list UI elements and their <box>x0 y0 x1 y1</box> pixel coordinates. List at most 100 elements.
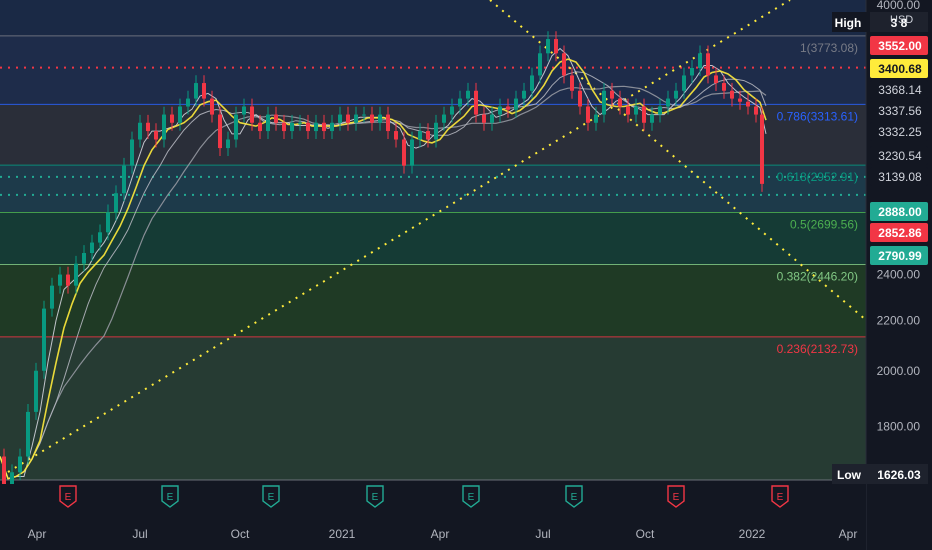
candle-body <box>506 106 510 110</box>
fib-label: 0.786(3313.61) <box>777 109 858 123</box>
candle-body <box>474 90 478 115</box>
x-tick-label: Apr <box>431 527 450 541</box>
candle-body <box>58 274 62 286</box>
y-tick-label: 2000.00 <box>877 364 921 378</box>
price-tag-bg <box>870 36 928 55</box>
price-tag-bg <box>870 122 928 141</box>
earnings-event-icon <box>366 485 384 508</box>
earnings-event-icon <box>771 485 789 508</box>
earnings-event-letter: E <box>372 492 379 503</box>
price-tag-bg <box>870 223 928 242</box>
x-tick-label: Oct <box>231 527 250 541</box>
price-tag: 3400.68 <box>878 62 922 76</box>
earnings-event-letter: E <box>268 492 275 503</box>
low-label-bg <box>832 464 870 484</box>
candle-body <box>274 114 278 123</box>
candle-body <box>82 253 86 264</box>
x-tick-label: Oct <box>636 527 655 541</box>
earnings-event-icon <box>59 485 77 508</box>
low-label: Low <box>837 468 862 482</box>
candle-body <box>314 122 318 132</box>
candle-body <box>634 106 638 115</box>
x-tick-label: Apr <box>839 527 858 541</box>
candle-body <box>530 75 534 91</box>
candle-body <box>242 106 246 115</box>
price-tag: 3332.25 <box>878 125 922 139</box>
candle-body <box>760 114 764 184</box>
earnings-event-letter: E <box>571 492 578 503</box>
candle-body <box>514 98 518 110</box>
time-axis-bg <box>0 484 866 550</box>
candle-body <box>610 90 614 99</box>
time-axis: Apr Jul Oct 2021 Apr Jul Oct 2022 Apr <box>0 484 866 550</box>
candle-body <box>594 114 598 123</box>
candle-body <box>90 242 94 254</box>
candle-body <box>754 106 758 115</box>
ma-100-line <box>0 71 767 480</box>
y-tick-label: 2200.00 <box>877 313 921 327</box>
candle-body <box>618 98 622 107</box>
earnings-event-icon <box>667 485 685 508</box>
candle-body <box>682 75 686 91</box>
candle-body <box>562 53 566 76</box>
fib-label: 0.236(2132.73) <box>777 342 858 356</box>
candle-body <box>50 285 54 309</box>
price-tag-bg <box>870 59 928 78</box>
candle-body <box>122 165 126 194</box>
price-axis: 4000.002600.002400.002200.002000.001800.… <box>832 0 932 550</box>
fib-labels: 1(3773.08) 0.786(3313.61) 0.618(2952.91) 0.… <box>777 41 858 499</box>
candle-body <box>394 131 398 140</box>
price-tag-bg <box>870 246 928 265</box>
band-top <box>0 0 866 36</box>
high-label: High <box>835 16 862 30</box>
fib-band <box>0 336 866 480</box>
candle-body <box>418 131 422 140</box>
candle-body <box>698 53 702 68</box>
low-value-bg <box>870 464 928 484</box>
x-tick-label: 2021 <box>329 527 356 541</box>
x-tick-label: Jul <box>535 527 550 541</box>
currency-label: USD <box>890 14 913 26</box>
price-tag-bg <box>870 101 928 120</box>
candle-body <box>490 114 494 123</box>
candle-body <box>458 98 462 107</box>
earnings-event-letter: E <box>167 492 174 503</box>
ma-200-line <box>0 85 767 480</box>
candle-body <box>442 114 446 123</box>
trend-lines <box>7 0 867 473</box>
candle-body <box>706 53 710 76</box>
candle-body <box>354 114 358 123</box>
candle-body <box>730 90 734 99</box>
candle-body <box>378 114 382 123</box>
fib-band <box>0 104 866 166</box>
high-value-bg <box>870 12 928 32</box>
price-tag: 3230.54 <box>878 149 922 163</box>
price-series <box>0 31 767 510</box>
fib-band <box>0 165 866 213</box>
candle-body <box>290 122 294 132</box>
fib-label: 0.382(2446.20) <box>777 269 858 283</box>
x-tick-label: 2022 <box>739 527 766 541</box>
fib-bands <box>0 0 866 480</box>
candle-body <box>218 114 222 149</box>
trend-line-up <box>7 0 791 473</box>
y-tick-label: 2400.00 <box>877 268 921 282</box>
candle-body <box>162 114 166 140</box>
candle-body <box>330 122 334 132</box>
candle-body <box>586 106 590 123</box>
x-tick-label: Jul <box>132 527 147 541</box>
fib-label: 0.618(2952.91) <box>777 170 858 184</box>
fib-label: 1(3773.08) <box>800 41 858 55</box>
candle-body <box>202 83 206 99</box>
candle-body <box>210 98 214 115</box>
price-tag-bg <box>870 167 928 186</box>
price-tag: 2852.86 <box>878 226 922 240</box>
candle-body <box>714 75 718 84</box>
candle-body <box>66 274 70 286</box>
candle-body <box>498 106 502 115</box>
candle-body <box>578 90 582 107</box>
price-tag: 2888.00 <box>878 205 922 219</box>
candle-body <box>738 98 742 102</box>
